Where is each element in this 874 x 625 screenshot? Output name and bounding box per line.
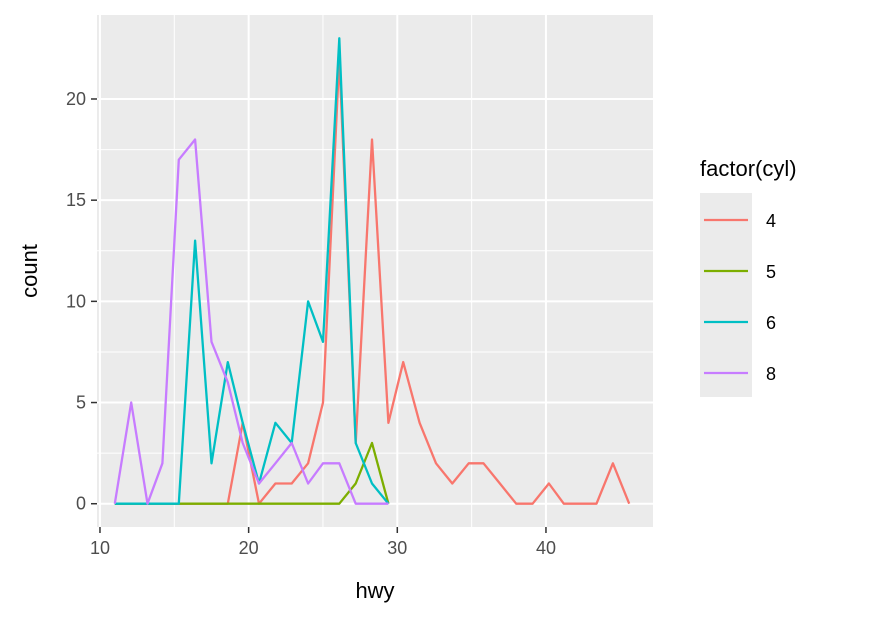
y-tick-label: 15 <box>66 190 86 210</box>
y-tick-label: 0 <box>76 494 86 514</box>
y-axis: 0 5 10 15 20 <box>66 89 97 514</box>
series-line-cyl-6 <box>114 37 390 505</box>
x-tick-label: 20 <box>239 538 259 558</box>
x-tick-label: 30 <box>387 538 407 558</box>
legend-label-5: 5 <box>766 262 776 282</box>
legend-items: 4 5 6 8 <box>704 211 776 384</box>
x-axis: 10 20 30 40 <box>90 527 556 558</box>
minor-gridlines <box>97 15 653 527</box>
y-tick-label: 10 <box>66 291 86 311</box>
x-tick-label: 10 <box>90 538 110 558</box>
legend-key-background <box>700 193 752 397</box>
y-tick-label: 5 <box>76 393 86 413</box>
legend-label-4: 4 <box>766 211 776 231</box>
y-tick-label: 20 <box>66 89 86 109</box>
legend-label-6: 6 <box>766 313 776 333</box>
series-line-cyl-8 <box>113 138 389 505</box>
legend: factor(cyl) 4 5 6 8 <box>700 156 797 397</box>
x-tick-label: 40 <box>536 538 556 558</box>
x-axis-title: hwy <box>355 578 394 603</box>
series-lines <box>113 37 631 505</box>
legend-title: factor(cyl) <box>700 156 797 181</box>
plot-panel <box>97 15 653 527</box>
y-axis-title: count <box>17 244 42 298</box>
legend-label-8: 8 <box>766 364 776 384</box>
